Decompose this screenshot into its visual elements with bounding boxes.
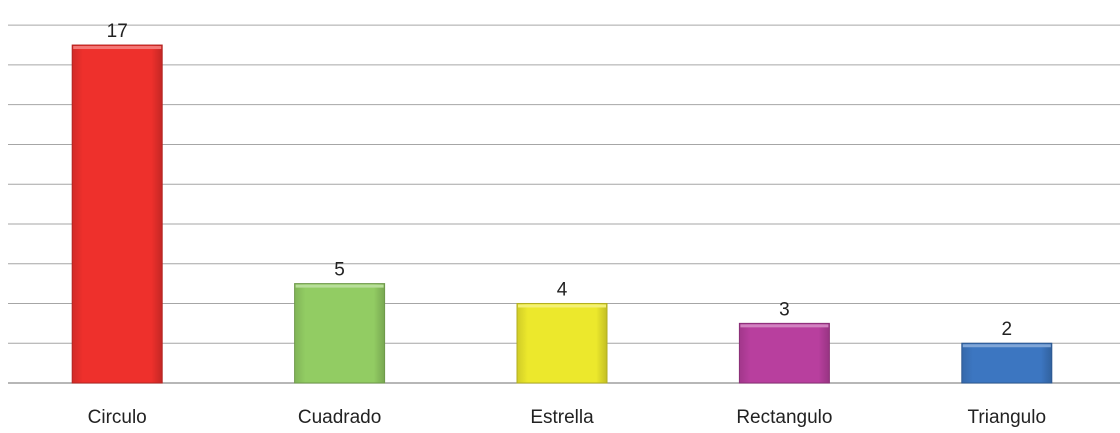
category-label-circulo: Circulo: [88, 407, 147, 428]
data-label-triangulo: 2: [1002, 319, 1013, 340]
category-label-cuadrado: Cuadrado: [298, 407, 381, 428]
bar-highlight: [73, 46, 162, 50]
bar-triangulo: [961, 342, 1053, 384]
bar-highlight: [518, 304, 606, 308]
bar-highlight: [740, 324, 829, 328]
category-axis: Circulo Cuadrado Estrella Rectangulo Triangu…: [88, 407, 1046, 428]
bar-highlight: [295, 284, 384, 288]
data-labels: 17 5 4 3 2: [107, 21, 1012, 340]
bar-highlight: [962, 344, 1051, 348]
data-label-rectangulo: 3: [779, 299, 790, 320]
category-label-rectangulo: Rectangulo: [736, 407, 832, 428]
data-label-circulo: 17: [107, 21, 128, 42]
category-label-triangulo: Triangulo: [968, 407, 1047, 428]
gridlines: [8, 24, 1120, 384]
bar-circulo: [71, 44, 163, 384]
bar-rectangulo: [738, 322, 830, 384]
bar-cuadrado: [294, 283, 386, 384]
bars: [71, 44, 1053, 384]
bar-estrella: [516, 302, 608, 384]
data-label-estrella: 4: [557, 279, 568, 300]
category-label-estrella: Estrella: [530, 407, 594, 428]
data-label-cuadrado: 5: [334, 260, 345, 281]
